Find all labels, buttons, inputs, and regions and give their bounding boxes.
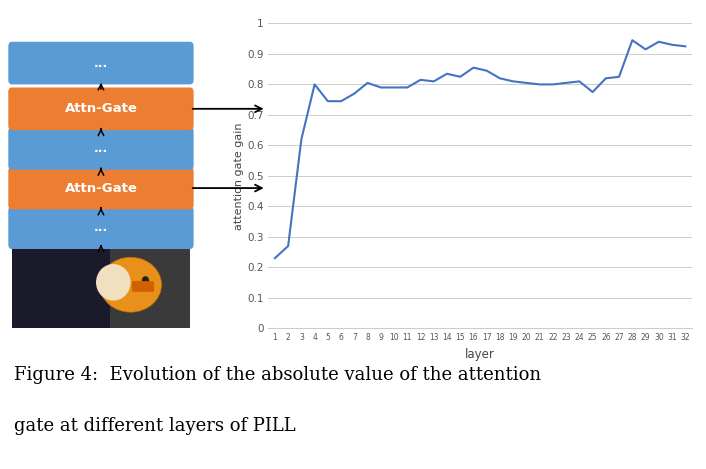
FancyBboxPatch shape [12, 249, 110, 328]
Text: ...: ... [94, 221, 108, 234]
FancyBboxPatch shape [8, 127, 193, 170]
Text: gate at different layers of PILL: gate at different layers of PILL [14, 417, 296, 435]
FancyBboxPatch shape [132, 281, 154, 292]
FancyBboxPatch shape [8, 42, 193, 84]
FancyBboxPatch shape [8, 206, 193, 249]
Ellipse shape [96, 264, 131, 301]
Text: Figure 4:  Evolution of the absolute value of the attention: Figure 4: Evolution of the absolute valu… [14, 366, 542, 384]
Text: ...: ... [94, 57, 108, 69]
FancyBboxPatch shape [8, 88, 193, 130]
FancyBboxPatch shape [8, 167, 193, 210]
Text: Attn-Gate: Attn-Gate [64, 102, 138, 115]
Circle shape [142, 276, 149, 285]
FancyBboxPatch shape [12, 249, 190, 328]
Y-axis label: attention gate gain: attention gate gain [234, 122, 244, 230]
Ellipse shape [100, 257, 162, 312]
X-axis label: layer: layer [465, 348, 495, 361]
Text: Attn-Gate: Attn-Gate [64, 182, 138, 195]
Text: ...: ... [94, 142, 108, 155]
